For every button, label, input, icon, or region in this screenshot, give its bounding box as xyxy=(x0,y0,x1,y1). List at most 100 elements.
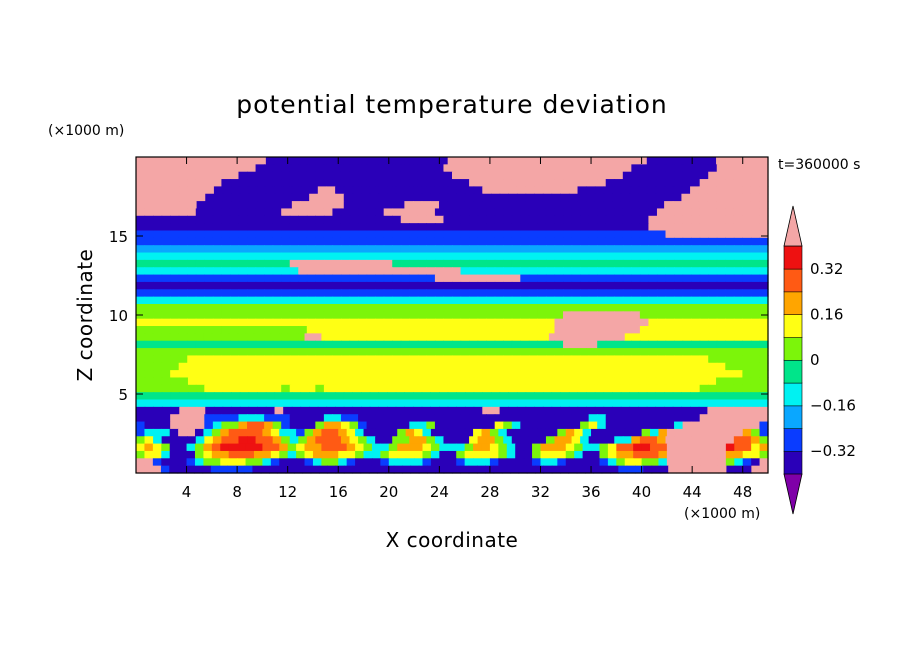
field-cell xyxy=(245,450,255,459)
field-cell xyxy=(486,355,496,364)
field-cell xyxy=(603,157,613,165)
field-cell xyxy=(460,370,470,379)
field-cell xyxy=(682,281,692,290)
field-cell xyxy=(629,348,639,357)
field-cell xyxy=(426,311,436,320)
field-cell xyxy=(460,362,470,371)
field-cell xyxy=(222,157,232,165)
field-cell xyxy=(371,443,381,452)
field-cell xyxy=(409,281,419,290)
field-cell xyxy=(469,340,479,349)
field-cell xyxy=(409,326,419,334)
field-cell xyxy=(426,179,436,187)
field-cell xyxy=(204,274,214,283)
field-cell xyxy=(237,428,247,437)
field-cell xyxy=(452,230,462,239)
field-cell xyxy=(639,362,650,371)
field-cell xyxy=(410,465,420,474)
field-cell xyxy=(238,281,248,290)
field-cell xyxy=(452,179,462,187)
field-cell xyxy=(229,230,240,239)
field-cell xyxy=(369,157,380,165)
field-cell xyxy=(327,465,337,474)
field-cell xyxy=(554,340,564,349)
field-cell xyxy=(525,406,535,415)
field-cell xyxy=(605,274,615,283)
field-cell xyxy=(699,171,709,180)
field-cell xyxy=(426,267,436,276)
field-cell xyxy=(340,370,351,379)
field-cell xyxy=(759,348,769,357)
field-cell xyxy=(144,267,154,276)
field-cell xyxy=(639,208,650,217)
field-cell xyxy=(452,362,462,371)
field-cell xyxy=(248,193,258,202)
field-cell xyxy=(443,384,453,393)
field-cell xyxy=(443,259,453,268)
field-cell xyxy=(153,318,163,327)
field-cell xyxy=(656,318,667,327)
field-cell xyxy=(247,267,257,276)
field-cell xyxy=(136,281,146,290)
field-cell xyxy=(262,428,272,437)
field-cell xyxy=(499,399,509,408)
field-cell xyxy=(648,267,658,276)
field-cell xyxy=(477,414,487,423)
field-cell xyxy=(272,362,282,371)
field-cell xyxy=(554,414,564,423)
field-cell xyxy=(161,157,172,165)
field-cell xyxy=(161,450,171,459)
field-cell xyxy=(204,179,214,187)
field-cell xyxy=(289,230,299,239)
field-cell xyxy=(187,223,197,232)
field-cell xyxy=(358,289,368,298)
field-cell xyxy=(516,348,527,357)
field-cell xyxy=(511,414,521,423)
field-cell xyxy=(434,355,445,364)
field-cell xyxy=(554,208,564,217)
field-cell xyxy=(683,443,693,452)
field-cell xyxy=(682,414,692,423)
field-cell xyxy=(287,333,297,342)
field-cell xyxy=(187,399,198,408)
field-cell xyxy=(170,157,180,165)
field-cell xyxy=(469,252,479,261)
field-cell xyxy=(231,201,241,210)
field-cell xyxy=(616,428,626,437)
field-cell xyxy=(281,362,291,371)
field-cell xyxy=(443,281,453,290)
field-cell xyxy=(460,289,470,298)
field-cell xyxy=(542,399,553,408)
field-cell xyxy=(153,348,163,357)
field-cell xyxy=(452,164,462,173)
field-cell xyxy=(452,245,462,254)
field-cell xyxy=(464,348,475,357)
field-cell xyxy=(212,245,222,254)
field-cell xyxy=(494,215,504,224)
field-cell xyxy=(563,164,573,173)
field-cell xyxy=(655,186,665,195)
field-cell xyxy=(187,208,197,217)
field-cell xyxy=(228,450,238,459)
field-cell xyxy=(750,157,760,165)
field-cell xyxy=(170,252,180,261)
field-cell xyxy=(486,340,496,349)
field-cell xyxy=(622,274,632,283)
field-cell xyxy=(665,370,675,379)
field-cell xyxy=(343,193,354,202)
field-cell xyxy=(409,362,419,371)
field-cell xyxy=(456,450,466,459)
field-cell xyxy=(178,370,188,379)
field-cell xyxy=(417,289,427,298)
field-cell xyxy=(473,193,483,202)
field-cell xyxy=(510,465,520,474)
field-cell xyxy=(358,208,368,217)
field-cell xyxy=(545,289,556,298)
field-cell xyxy=(639,326,650,334)
field-cell xyxy=(338,443,348,452)
field-cell xyxy=(577,193,587,202)
field-cell xyxy=(366,384,376,393)
field-cell xyxy=(742,193,752,202)
field-cell xyxy=(270,333,280,342)
field-cell xyxy=(503,245,513,254)
